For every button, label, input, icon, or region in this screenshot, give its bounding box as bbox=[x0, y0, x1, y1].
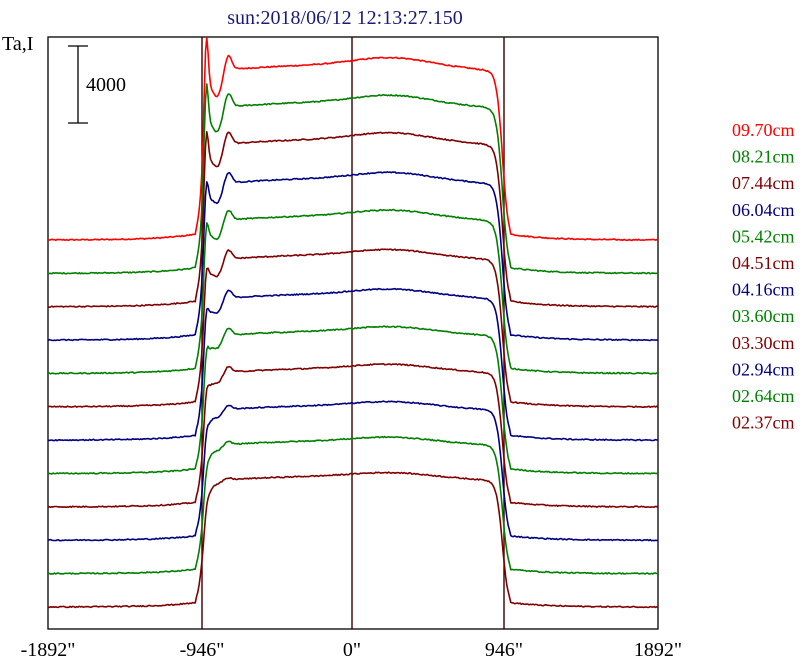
x-tick-label-0: -1892" bbox=[21, 639, 76, 661]
legend-entry-11: 02.37cm bbox=[732, 413, 795, 433]
trace-04.16cm bbox=[47, 287, 659, 442]
chart-title: sun:2018/06/12 12:13:27.150 bbox=[227, 7, 463, 29]
legend-entry-2: 07.44cm bbox=[732, 173, 795, 193]
legend: 09.70cm 08.21cm 07.44cm 06.04cm 05.42cm 04.51… bbox=[732, 120, 795, 433]
x-tick-label-2: 0" bbox=[343, 639, 361, 661]
trace-06.04cm bbox=[47, 171, 659, 342]
legend-entry-10: 02.64cm bbox=[732, 386, 795, 406]
scale-bar-label: 4000 bbox=[86, 74, 126, 96]
x-tick-label-3: 946" bbox=[485, 639, 523, 661]
trace-09.70cm bbox=[47, 36, 659, 242]
plot-frame bbox=[47, 36, 659, 630]
x-tick-label-1: -946" bbox=[180, 639, 225, 661]
x-axis-ticks: -1892" -946" 0" 946" 1892" bbox=[21, 639, 683, 661]
legend-entry-0: 09.70cm bbox=[732, 120, 795, 140]
trace-03.30cm bbox=[47, 363, 659, 509]
legend-entry-3: 06.04cm bbox=[732, 200, 795, 220]
legend-entry-1: 08.21cm bbox=[732, 147, 795, 167]
legend-entry-7: 03.60cm bbox=[732, 306, 795, 326]
traces-group bbox=[47, 36, 659, 609]
trace-04.51cm bbox=[47, 248, 659, 409]
trace-05.42cm bbox=[47, 208, 659, 375]
trace-03.60cm bbox=[47, 325, 659, 475]
scale-bar: 4000 bbox=[68, 45, 126, 124]
legend-entry-5: 04.51cm bbox=[732, 253, 795, 273]
x-tick-label-4: 1892" bbox=[634, 639, 682, 661]
legend-entry-6: 04.16cm bbox=[732, 280, 795, 300]
trace-02.37cm bbox=[47, 471, 659, 609]
legend-entry-9: 02.94cm bbox=[732, 359, 795, 379]
legend-entry-8: 03.30cm bbox=[732, 333, 795, 353]
trace-08.21cm bbox=[47, 83, 658, 275]
trace-02.94cm bbox=[47, 400, 659, 542]
trace-02.64cm bbox=[47, 435, 659, 575]
legend-entry-4: 05.42cm bbox=[732, 226, 795, 246]
trace-07.44cm bbox=[47, 131, 659, 308]
y-axis-label: Ta,I bbox=[2, 33, 33, 55]
